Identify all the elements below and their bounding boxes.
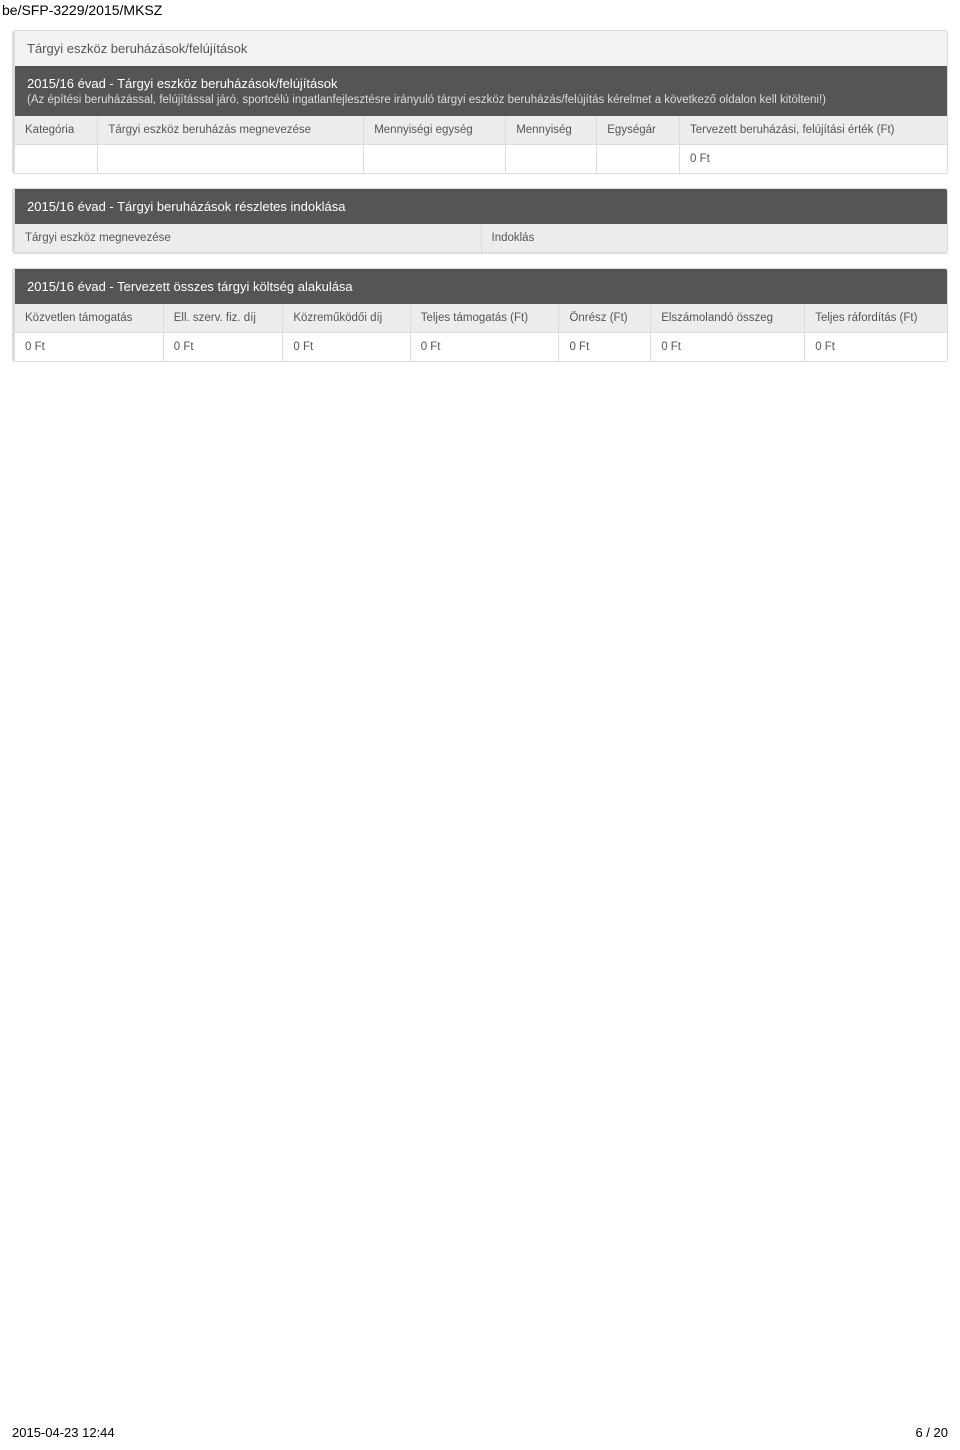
footer-datetime: 2015-04-23 12:44	[12, 1425, 115, 1440]
table-row: 0 Ft	[15, 145, 947, 174]
panel1-title: Tárgyi eszköz beruházások/felújítások	[27, 41, 247, 56]
panel1-subtitle-line2: (Az építési beruházással, felújítással j…	[27, 94, 935, 106]
cell	[364, 145, 506, 174]
cell: 0 Ft	[163, 333, 283, 362]
cell: 0 Ft	[410, 333, 559, 362]
col-kategoria: Kategória	[15, 116, 98, 145]
table-header-row: Kategória Tárgyi eszköz beruházás megnev…	[15, 116, 947, 145]
col-ell-szerv-dij: Ell. szerv. fiz. díj	[163, 304, 283, 333]
cell: 0 Ft	[15, 333, 163, 362]
panel1-header-top: Tárgyi eszköz beruházások/felújítások	[15, 31, 947, 66]
col-mennyisegi-egyseg: Mennyiségi egység	[364, 116, 506, 145]
col-kozremukodoi-dij: Közreműködői díj	[283, 304, 410, 333]
footer-page-number: 6 / 20	[915, 1425, 948, 1440]
panel3-title: 2015/16 évad - Tervezett összes tárgyi k…	[27, 279, 353, 294]
panel1-body: Kategória Tárgyi eszköz beruházás megnev…	[15, 116, 947, 173]
cell	[98, 145, 364, 174]
page-content: Tárgyi eszköz beruházások/felújítások 20…	[0, 0, 960, 362]
cell: 0 Ft	[679, 145, 947, 174]
cell: 0 Ft	[283, 333, 410, 362]
cell	[506, 145, 597, 174]
col-teljes-tamogatas: Teljes támogatás (Ft)	[410, 304, 559, 333]
col-onresz: Önrész (Ft)	[559, 304, 651, 333]
panel3-header: 2015/16 évad - Tervezett összes tárgyi k…	[15, 269, 947, 304]
panel2-table: Tárgyi eszköz megnevezése Indoklás	[15, 224, 947, 253]
page-footer: 2015-04-23 12:44 6 / 20	[12, 1425, 948, 1440]
document-reference: be/SFP-3229/2015/MKSZ	[2, 2, 162, 18]
cell: 0 Ft	[559, 333, 651, 362]
panel1-header-sub: 2015/16 évad - Tárgyi eszköz beruházások…	[15, 66, 947, 116]
panel-targyi-eszkoz: Tárgyi eszköz beruházások/felújítások 20…	[12, 30, 948, 174]
panel2-header: 2015/16 évad - Tárgyi beruházások részle…	[15, 189, 947, 224]
col-tervezett-ertek: Tervezett beruházási, felújítási érték (…	[679, 116, 947, 145]
panel-osszes-koltseg: 2015/16 évad - Tervezett összes tárgyi k…	[12, 268, 948, 362]
cell: 0 Ft	[651, 333, 805, 362]
table-row: 0 Ft 0 Ft 0 Ft 0 Ft 0 Ft 0 Ft 0 Ft	[15, 333, 947, 362]
col-megnevezes: Tárgyi eszköz beruházás megnevezése	[98, 116, 364, 145]
cell: 0 Ft	[805, 333, 947, 362]
col-elszamolando: Elszámolandó összeg	[651, 304, 805, 333]
panel1-table: Kategória Tárgyi eszköz beruházás megnev…	[15, 116, 947, 173]
col-indoklas: Indoklás	[481, 224, 947, 253]
col-kozvetlen-tamogatas: Közvetlen támogatás	[15, 304, 163, 333]
panel1-subtitle-line1: 2015/16 évad - Tárgyi eszköz beruházások…	[27, 76, 935, 91]
table-header-row: Közvetlen támogatás Ell. szerv. fiz. díj…	[15, 304, 947, 333]
panel2-body: Tárgyi eszköz megnevezése Indoklás	[15, 224, 947, 253]
panel2-title: 2015/16 évad - Tárgyi beruházások részle…	[27, 199, 345, 214]
cell	[15, 145, 98, 174]
panel3-body: Közvetlen támogatás Ell. szerv. fiz. díj…	[15, 304, 947, 361]
panel-indoklas: 2015/16 évad - Tárgyi beruházások részle…	[12, 188, 948, 254]
table-header-row: Tárgyi eszköz megnevezése Indoklás	[15, 224, 947, 253]
col-teljes-raforditas: Teljes ráfordítás (Ft)	[805, 304, 947, 333]
col-egysegar: Egységár	[597, 116, 680, 145]
cell	[597, 145, 680, 174]
panel3-table: Közvetlen támogatás Ell. szerv. fiz. díj…	[15, 304, 947, 361]
col-megnevezes: Tárgyi eszköz megnevezése	[15, 224, 481, 253]
col-mennyiseg: Mennyiség	[506, 116, 597, 145]
